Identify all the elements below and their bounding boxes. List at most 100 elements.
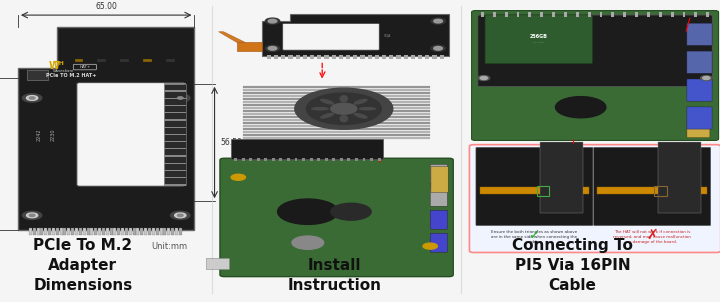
Bar (243, 95, 431, 97)
Polygon shape (18, 27, 194, 230)
Text: 256GB: 256GB (530, 34, 548, 39)
Bar (234, 158, 237, 161)
Circle shape (701, 76, 712, 80)
FancyBboxPatch shape (431, 210, 448, 229)
Bar (611, 12, 614, 17)
Bar (318, 158, 320, 161)
FancyBboxPatch shape (687, 120, 710, 138)
Bar (75, 59, 84, 62)
Bar (243, 137, 431, 139)
Bar (164, 148, 186, 149)
Text: Ensure the both triangles as shown above
are in the same side when connecting th: Ensure the both triangles as shown above… (491, 230, 577, 244)
Bar (164, 105, 186, 106)
Circle shape (177, 214, 183, 217)
Bar (600, 12, 603, 17)
Ellipse shape (354, 99, 368, 104)
Bar (355, 158, 358, 161)
Bar (78, 228, 82, 235)
Bar (243, 104, 431, 106)
Ellipse shape (354, 113, 368, 119)
Bar (129, 228, 132, 235)
Bar (318, 55, 322, 59)
Bar (288, 55, 292, 59)
Bar (302, 158, 305, 161)
Bar (324, 55, 328, 59)
Bar (29, 228, 32, 235)
Bar (243, 92, 431, 94)
Bar (331, 55, 336, 59)
Ellipse shape (359, 107, 377, 111)
Ellipse shape (340, 115, 348, 123)
Text: 2230: 2230 (51, 128, 55, 141)
Bar (164, 177, 186, 178)
Bar (310, 55, 314, 59)
Bar (52, 228, 55, 235)
Bar (164, 127, 186, 128)
Bar (152, 228, 155, 235)
Circle shape (175, 96, 186, 100)
Bar (382, 55, 387, 59)
Text: Unit:mm: Unit:mm (151, 242, 187, 251)
Circle shape (265, 45, 279, 51)
Circle shape (433, 19, 442, 23)
Polygon shape (236, 42, 262, 51)
Bar (346, 55, 351, 59)
Bar (48, 228, 51, 235)
Circle shape (171, 94, 190, 102)
Bar (121, 228, 124, 235)
Bar (243, 110, 431, 112)
Bar (624, 12, 626, 17)
Circle shape (331, 203, 372, 220)
Circle shape (480, 76, 487, 79)
Circle shape (268, 19, 276, 23)
Circle shape (431, 18, 445, 24)
Bar (440, 55, 444, 59)
Bar (540, 12, 543, 17)
Polygon shape (262, 14, 449, 56)
Bar (361, 55, 365, 59)
Bar (635, 12, 638, 17)
Bar (148, 228, 151, 235)
Bar (279, 158, 282, 161)
Bar (243, 101, 431, 103)
Bar (164, 134, 186, 135)
Bar (242, 158, 245, 161)
Bar (659, 12, 662, 17)
Bar (179, 228, 181, 235)
Bar (175, 228, 178, 235)
Circle shape (177, 97, 183, 99)
Text: The HAT will not work if connection is
reversed, and may cause malfunction
or da: The HAT will not work if connection is r… (613, 230, 691, 244)
Bar (683, 12, 685, 17)
Bar (296, 55, 300, 59)
Bar (274, 55, 278, 59)
Bar (294, 158, 297, 161)
Bar (164, 112, 186, 113)
Bar (63, 228, 66, 235)
Circle shape (231, 174, 246, 180)
Circle shape (30, 214, 35, 217)
Bar (114, 228, 117, 235)
Bar (106, 228, 109, 235)
Bar (516, 12, 519, 17)
Bar (171, 228, 174, 235)
Bar (243, 134, 431, 136)
Bar (348, 158, 351, 161)
Circle shape (268, 47, 276, 50)
Bar (310, 158, 312, 161)
FancyBboxPatch shape (593, 147, 711, 226)
FancyBboxPatch shape (472, 11, 719, 140)
Bar (287, 158, 290, 161)
Bar (94, 228, 97, 235)
Bar (432, 55, 436, 59)
Bar (163, 228, 166, 235)
Bar (706, 12, 709, 17)
Bar (91, 228, 94, 235)
Bar (375, 55, 379, 59)
Bar (55, 228, 59, 235)
Circle shape (295, 88, 393, 129)
Bar (140, 228, 143, 235)
Bar (243, 113, 431, 115)
Text: PCIe TO M.2 HAT+: PCIe TO M.2 HAT+ (46, 73, 96, 78)
Bar (109, 228, 112, 235)
Text: 56.50: 56.50 (220, 138, 242, 147)
